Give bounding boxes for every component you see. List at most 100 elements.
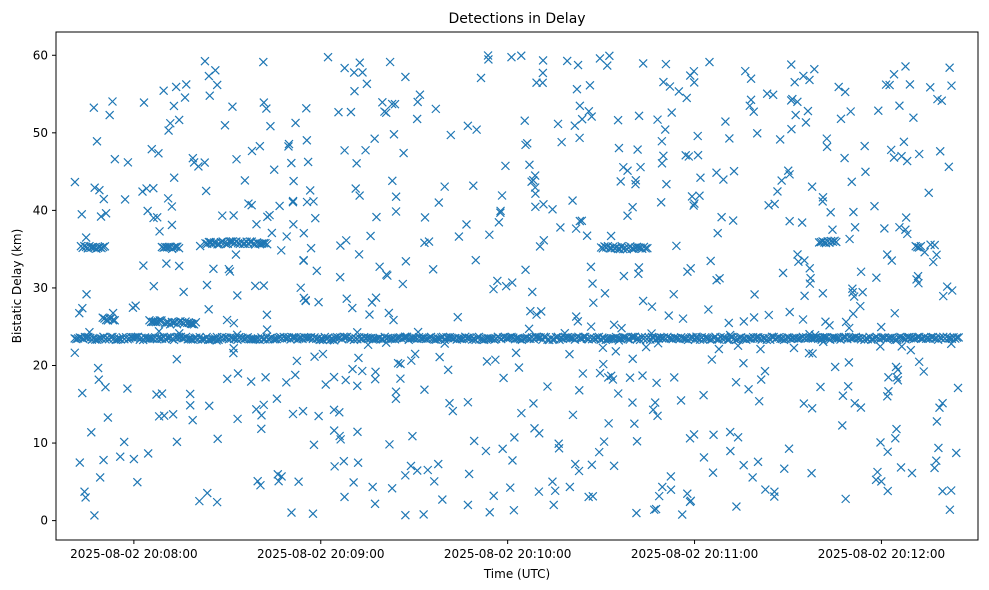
detection-point — [152, 212, 162, 222]
detection-point — [308, 509, 318, 519]
detection-point — [858, 287, 868, 297]
detection-point — [110, 154, 120, 164]
detection-point — [658, 151, 668, 161]
detection-point — [261, 372, 271, 382]
detection-point — [350, 86, 359, 96]
detection-point — [321, 380, 331, 390]
detection-point — [728, 216, 738, 225]
detection-point — [885, 333, 895, 343]
detection-point — [881, 80, 891, 90]
detection-point — [154, 326, 164, 336]
detection-point — [181, 80, 191, 89]
detection-point — [329, 405, 339, 415]
detection-point — [793, 249, 802, 259]
detection-point — [749, 312, 759, 322]
detection-point — [428, 264, 438, 274]
detection-point — [805, 329, 814, 339]
detection-point — [656, 333, 666, 342]
detection-point — [98, 242, 108, 252]
detection-point — [511, 348, 521, 358]
detection-point — [613, 115, 623, 125]
detection-point — [682, 93, 692, 103]
detection-point — [212, 497, 222, 507]
detection-point — [876, 476, 886, 486]
detection-point — [391, 394, 401, 404]
detection-point — [174, 328, 184, 338]
y-tick-label: 60 — [33, 48, 48, 62]
detection-point — [179, 287, 189, 297]
detection-point — [524, 324, 534, 334]
detection-point — [525, 160, 534, 170]
detection-point — [844, 357, 854, 367]
detection-point — [148, 183, 158, 193]
detection-point — [847, 177, 857, 187]
detection-point — [693, 131, 703, 141]
detection-point — [174, 243, 184, 253]
detection-point — [212, 336, 222, 345]
detection-point — [495, 208, 505, 218]
detection-point — [301, 103, 311, 113]
detection-point — [625, 373, 635, 383]
detection-point — [733, 341, 743, 351]
detection-point — [946, 339, 956, 349]
detection-point — [628, 202, 638, 212]
detection-point — [570, 459, 580, 469]
detection-point — [362, 79, 372, 89]
detection-point — [606, 231, 616, 241]
detection-point — [682, 267, 692, 277]
detection-point — [884, 386, 893, 396]
detection-point — [410, 349, 420, 359]
detection-point — [532, 78, 541, 88]
detection-point — [928, 257, 938, 267]
detection-point — [505, 483, 515, 493]
detection-point — [696, 173, 705, 183]
detection-point — [826, 207, 836, 217]
detection-point — [584, 492, 594, 502]
detection-point — [848, 309, 858, 319]
detection-point — [576, 334, 586, 344]
detection-point — [299, 228, 309, 238]
detection-point — [149, 213, 159, 223]
detection-point — [372, 212, 381, 222]
detection-point — [934, 443, 943, 453]
detection-point — [288, 219, 298, 229]
detection-point — [353, 427, 362, 437]
detection-point — [122, 384, 132, 393]
detection-point — [762, 89, 772, 99]
detection-point — [577, 114, 587, 124]
detection-point — [119, 437, 129, 447]
detection-point — [339, 332, 349, 342]
detection-point — [582, 231, 592, 241]
detection-point — [831, 237, 841, 247]
detection-point — [883, 486, 893, 496]
detection-point — [272, 394, 282, 404]
detection-point — [163, 193, 173, 203]
detection-point — [424, 237, 434, 246]
detection-point — [642, 243, 652, 253]
detection-point — [286, 158, 296, 168]
detection-point — [944, 162, 954, 172]
detection-point — [259, 98, 269, 108]
detection-point — [557, 137, 567, 147]
detection-point — [748, 473, 758, 482]
detection-point — [123, 157, 133, 167]
detection-point — [440, 339, 450, 349]
detection-point — [150, 317, 160, 327]
detection-point — [384, 308, 394, 318]
detection-point — [489, 491, 499, 501]
detection-point — [174, 317, 184, 327]
detection-point — [482, 357, 492, 366]
detection-point — [803, 106, 813, 116]
detection-point — [850, 398, 860, 408]
detection-point — [800, 291, 810, 301]
detection-point — [689, 430, 699, 439]
detection-point — [926, 240, 935, 250]
detection-point — [807, 468, 817, 478]
detection-point — [632, 508, 641, 518]
detection-point — [499, 373, 509, 383]
detection-point — [935, 146, 945, 156]
detection-point — [798, 71, 808, 81]
detection-point — [131, 301, 141, 311]
detection-point — [889, 69, 899, 79]
detection-point — [598, 359, 608, 369]
